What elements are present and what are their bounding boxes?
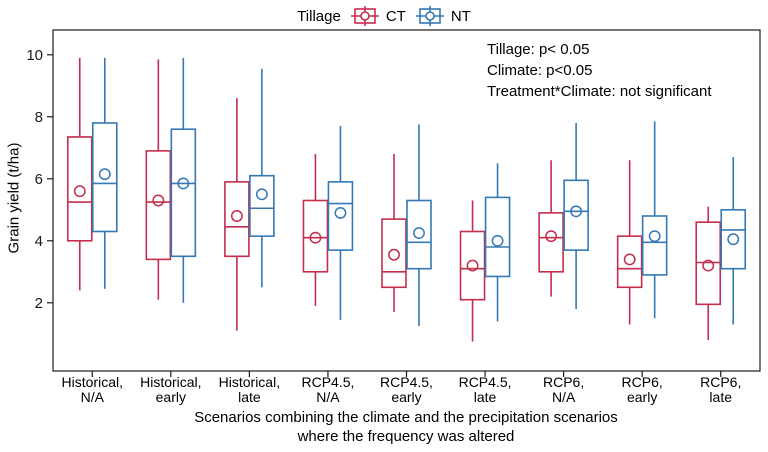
box-nt <box>249 174 275 237</box>
x-tick-label: RCP4.5, N/A <box>301 374 355 405</box>
box-ct <box>459 230 486 301</box>
x-tick-label: Historical, N/A <box>61 374 123 405</box>
x-tick-label: RCP4.5, early <box>380 374 433 405</box>
mean-point-nt <box>648 230 661 243</box>
x-tick-label: RCP6, early <box>621 374 663 405</box>
x-tick-label: RCP6, late <box>700 374 742 405</box>
stats-annotation: Tillage: p< 0.05 Climate: p<0.05 Treatme… <box>487 39 712 102</box>
mean-point-nt <box>334 206 347 219</box>
box-nt <box>91 122 118 233</box>
box-nt <box>563 179 589 251</box>
mean-point-nt <box>491 234 504 247</box>
box-ct <box>616 235 643 289</box>
box-ct <box>66 136 93 242</box>
legend-item-ct: CT <box>350 5 406 27</box>
mean-point-ct <box>309 231 322 244</box>
mean-point-ct <box>545 230 558 243</box>
y-tick-label: 4 <box>35 233 43 250</box>
box-nt <box>406 199 432 270</box>
legend-label-ct: CT <box>385 7 406 25</box>
legend: Tillage CT NT <box>0 3 768 29</box>
y-tick-label: 2 <box>35 295 43 312</box>
box-nt <box>641 215 668 276</box>
box-nt <box>484 196 511 278</box>
mean-point-nt <box>98 168 111 181</box>
mean-point-ct <box>623 253 636 266</box>
mean-point-ct <box>152 194 165 207</box>
box-nt <box>720 209 747 270</box>
y-axis-title: Grain yield (t/ha) <box>5 142 23 254</box>
box-ct <box>224 181 250 258</box>
annotation-line-interaction: Treatment*Climate: not significant <box>487 83 712 100</box>
annotation-line-tillage: Tillage: p< 0.05 <box>487 41 590 58</box>
y-tick-label: 8 <box>35 109 43 126</box>
mean-point-ct <box>230 210 243 222</box>
mean-point-ct <box>466 259 479 272</box>
legend-item-nt: NT <box>415 5 471 27</box>
mean-point-ct <box>702 259 715 272</box>
annotation-line-climate: Climate: p<0.05 <box>487 62 593 79</box>
box-ct <box>538 212 564 273</box>
x-axis-title: Scenarios combining the climate and the … <box>194 409 618 445</box>
mean-point-ct <box>73 185 86 198</box>
box-ct <box>302 199 329 273</box>
y-tick-label: 10 <box>26 47 43 64</box>
legend-title: Tillage <box>297 7 341 25</box>
x-tick-label: Historical, early <box>140 374 202 405</box>
y-tick-label: 6 <box>35 171 43 188</box>
mean-point-nt <box>177 177 190 190</box>
mean-point-ct <box>388 248 400 261</box>
mean-point-nt <box>255 188 268 201</box>
mean-point-nt <box>570 205 583 218</box>
mean-point-nt <box>727 233 740 246</box>
mean-point-nt <box>413 227 425 240</box>
legend-label-nt: NT <box>450 7 471 25</box>
box-nt <box>327 181 354 251</box>
box-nt <box>170 128 197 258</box>
box-ct <box>381 218 407 289</box>
x-tick-label: RCP6, N/A <box>542 374 585 405</box>
boxplot-key-icon-nt <box>415 6 444 26</box>
x-tick-label: RCP4.5, late <box>458 374 512 405</box>
boxplot-key-icon-ct <box>350 6 379 26</box>
x-tick-label: Historical, late <box>218 374 281 405</box>
